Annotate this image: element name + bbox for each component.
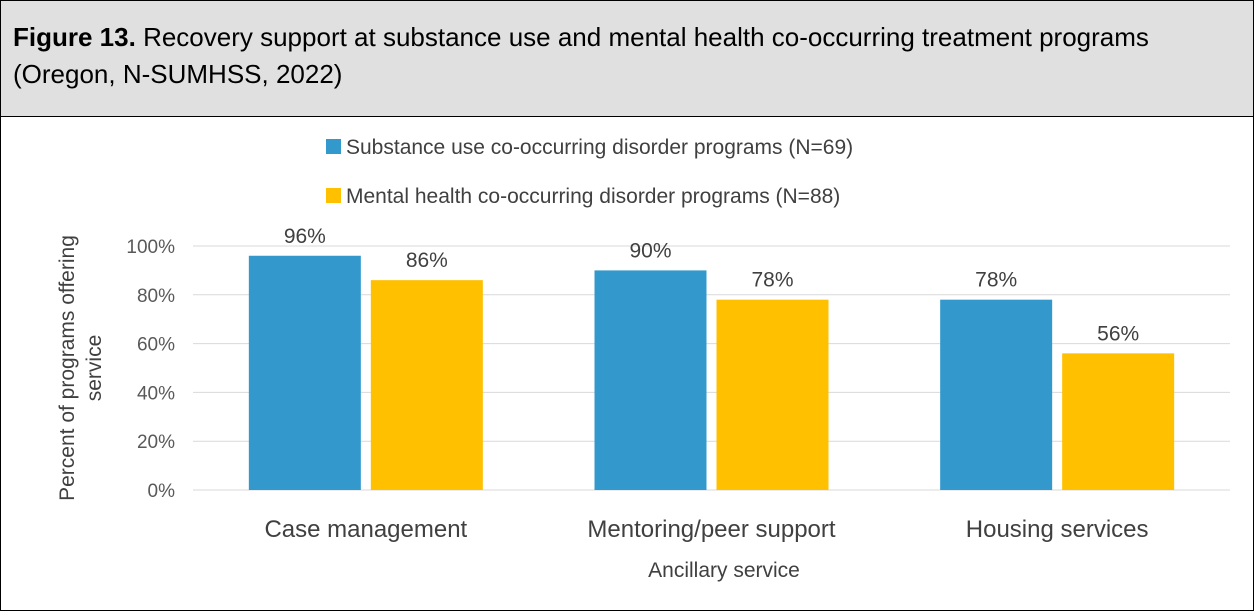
bar xyxy=(716,299,829,490)
y-tick-label: 80% xyxy=(137,286,175,307)
y-tick-label: 60% xyxy=(137,335,175,356)
y-tick-label: 0% xyxy=(148,481,176,502)
y-axis-label-line: Percent of programs offering xyxy=(56,235,79,501)
y-tick-label: 100% xyxy=(126,237,175,258)
bars xyxy=(248,255,1175,490)
data-label: 96% xyxy=(284,225,326,248)
y-tick-label: 40% xyxy=(137,383,175,404)
y-axis-label-line: service xyxy=(83,335,106,402)
legend-swatch xyxy=(326,139,341,154)
data-label: 90% xyxy=(629,239,671,262)
y-axis-ticks: 0% 20% 40% 60% 80% 100% xyxy=(126,237,175,502)
y-axis-label: Percent of programs offering service xyxy=(56,235,106,501)
data-label: 78% xyxy=(751,269,793,292)
bar xyxy=(940,299,1053,490)
data-label: 78% xyxy=(975,269,1017,292)
legend-label: Mental health co-occurring disorder prog… xyxy=(346,185,840,208)
gridlines xyxy=(193,245,1230,491)
data-labels: 96% 86% 90% 78% 78% 56% xyxy=(284,225,1139,346)
bar xyxy=(248,255,361,490)
figure-label: Figure 13. xyxy=(13,22,136,52)
bar xyxy=(594,270,707,490)
legend-swatch xyxy=(326,188,341,203)
data-label: 86% xyxy=(406,249,448,272)
x-tick-label: Case management xyxy=(264,516,467,543)
data-label: 56% xyxy=(1097,322,1139,345)
bar xyxy=(370,280,483,490)
y-tick-label: 20% xyxy=(137,432,175,453)
legend-label: Substance use co-occurring disorder prog… xyxy=(346,136,853,159)
x-tick-label: Mentoring/peer support xyxy=(587,516,835,543)
x-tick-label: Housing services xyxy=(966,516,1149,543)
bar xyxy=(1062,353,1175,490)
x-axis-label: Ancillary service xyxy=(648,559,800,582)
figure-header: Figure 13. Recovery support at substance… xyxy=(1,1,1253,117)
figure-caption-text: Recovery support at substance use and me… xyxy=(13,22,1149,89)
figure-caption: Figure 13. Recovery support at substance… xyxy=(13,19,1233,93)
legend: Substance use co-occurring disorder prog… xyxy=(326,136,853,208)
x-axis-ticks: Case management Mentoring/peer support Hou… xyxy=(264,516,1148,543)
